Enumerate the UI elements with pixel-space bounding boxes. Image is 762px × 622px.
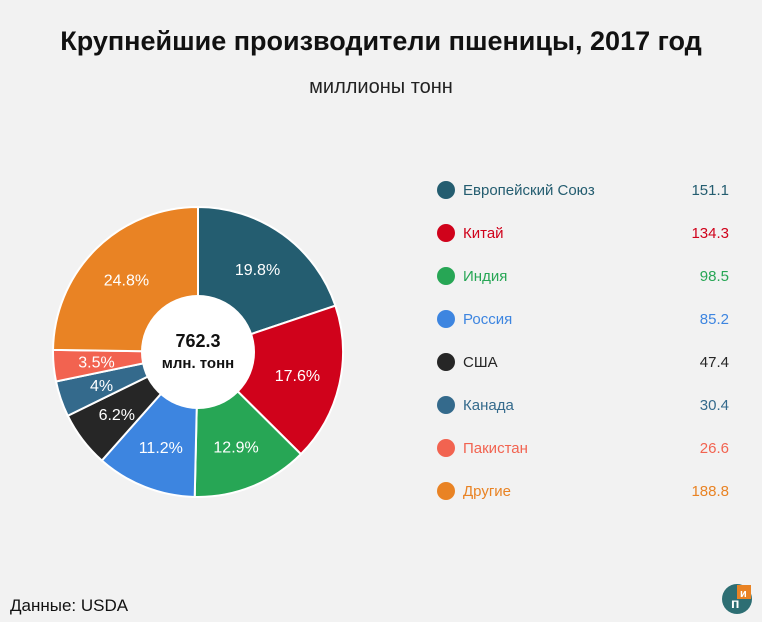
legend-swatch bbox=[437, 181, 455, 199]
legend-swatch bbox=[437, 310, 455, 328]
slice-percent-label: 12.9% bbox=[213, 440, 258, 457]
legend-swatch bbox=[437, 267, 455, 285]
legend-value: 85.2 bbox=[699, 311, 729, 328]
legend-label: США bbox=[463, 354, 498, 371]
legend-item: США 47.4 bbox=[437, 346, 729, 389]
slice-percent-label: 4% bbox=[90, 378, 113, 395]
source-note: Данные: USDA bbox=[10, 596, 129, 615]
legend: Европейский Союз 151.1 Китай 134.3 Индия 98.5… bbox=[437, 174, 729, 518]
legend-value: 26.6 bbox=[699, 440, 729, 457]
slice-percent-label: 19.8% bbox=[235, 262, 280, 279]
legend-item: Европейский Союз 151.1 bbox=[437, 174, 729, 217]
legend-value: 30.4 bbox=[699, 397, 729, 414]
svg-text:п: п bbox=[731, 595, 739, 611]
chart-subtitle: миллионы тонн bbox=[309, 76, 453, 98]
donut-percent-labels: 19.8% 17.6% 12.9% 11.2%6.2% 4% 3.5% 24.8% bbox=[78, 262, 320, 457]
legend-item: Россия 85.2 bbox=[437, 303, 729, 346]
legend-value: 134.3 bbox=[691, 225, 729, 242]
center-total-unit: млн. тонн bbox=[162, 355, 234, 372]
legend-label: Китай bbox=[463, 225, 504, 242]
legend-label: Пакистан bbox=[463, 440, 528, 457]
legend-label: Канада bbox=[463, 397, 514, 414]
slice-percent-label: 3.5% bbox=[78, 355, 114, 372]
legend-label: Россия bbox=[463, 311, 513, 328]
legend-item: Индия 98.5 bbox=[437, 260, 729, 303]
center-total-value: 762.3 bbox=[175, 331, 220, 351]
slice-percent-label: 17.6% bbox=[275, 368, 320, 385]
legend-swatch bbox=[437, 482, 455, 500]
legend-item: Пакистан 26.6 bbox=[437, 432, 729, 475]
chart-title: Крупнейшие производители пшеницы, 2017 г… bbox=[60, 26, 702, 56]
svg-text:и: и bbox=[740, 588, 747, 600]
slice-percent-label: 11.2% bbox=[139, 440, 183, 457]
legend-value: 151.1 bbox=[691, 182, 729, 199]
legend-swatch bbox=[437, 353, 455, 371]
legend-label: Европейский Союз bbox=[463, 182, 595, 199]
slice-percent-label: 24.8% bbox=[104, 272, 149, 289]
legend-item: Канада 30.4 bbox=[437, 389, 729, 432]
legend-item: Другие 188.8 bbox=[437, 475, 729, 518]
slice-percent-label: 6.2% bbox=[99, 407, 135, 424]
legend-swatch bbox=[437, 224, 455, 242]
legend-label: Индия bbox=[463, 268, 508, 285]
legend-label: Другие bbox=[463, 483, 512, 500]
legend-item: Китай 134.3 bbox=[437, 217, 729, 260]
legend-value: 98.5 bbox=[699, 268, 729, 285]
pi-logo-icon: п и bbox=[722, 584, 752, 614]
legend-swatch bbox=[437, 439, 455, 457]
legend-value: 188.8 bbox=[691, 483, 729, 500]
donut-hole bbox=[141, 295, 255, 409]
legend-swatch bbox=[437, 396, 455, 414]
legend-value: 47.4 bbox=[699, 354, 729, 371]
